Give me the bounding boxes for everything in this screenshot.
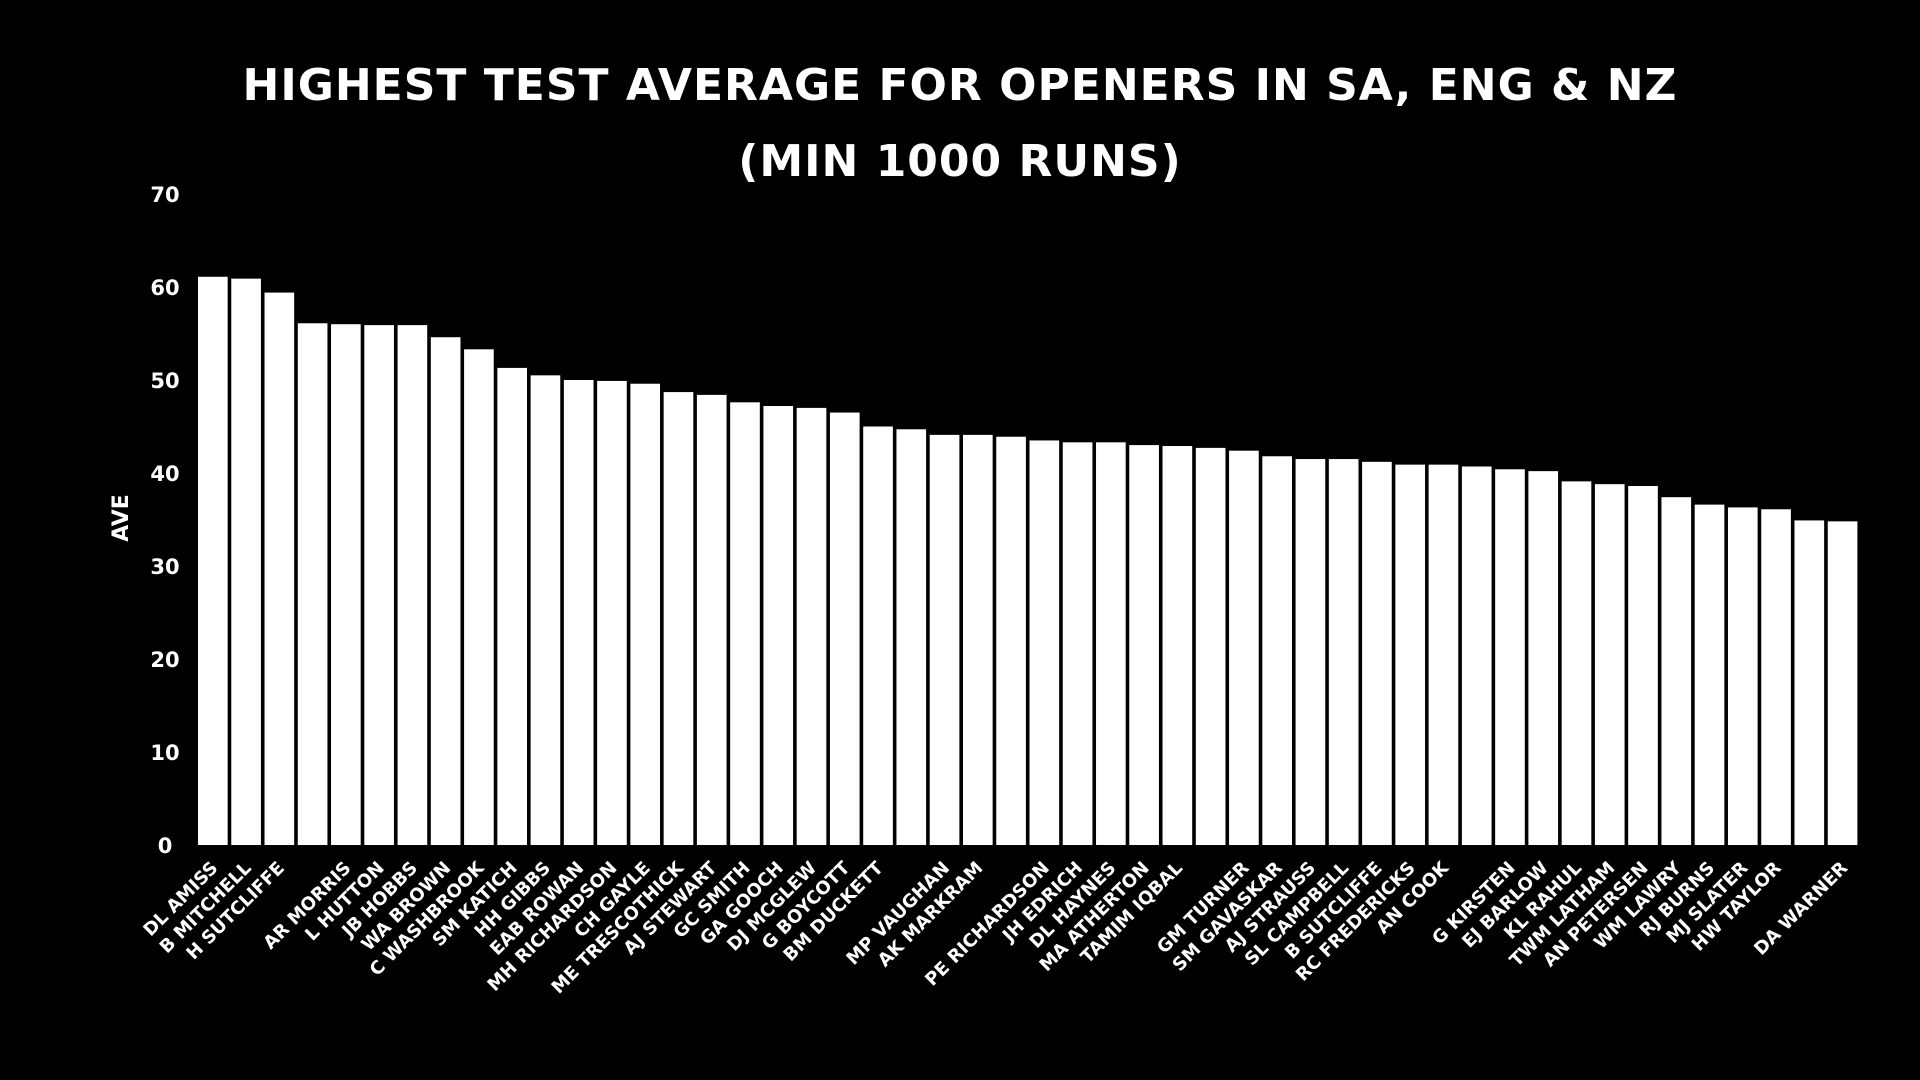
y-tick-label: 30 (150, 555, 179, 579)
bar (1661, 497, 1692, 845)
bar (264, 292, 295, 846)
bar (1761, 509, 1791, 845)
bar (730, 402, 760, 845)
bar (1096, 442, 1126, 845)
chart-subtitle-line: (MIN 1000 RUNS) (738, 136, 1182, 187)
bar (1029, 440, 1060, 845)
bar (1062, 442, 1093, 845)
bar (331, 324, 361, 845)
bar (597, 380, 627, 845)
y-tick-label: 60 (150, 276, 179, 300)
bar (630, 383, 661, 845)
bar (863, 426, 893, 845)
bar (1528, 471, 1559, 845)
bar (1827, 521, 1858, 845)
y-tick-label: 50 (150, 369, 179, 393)
bar (1561, 481, 1592, 845)
bar (297, 323, 328, 845)
bar (563, 380, 594, 845)
bar (1727, 507, 1758, 845)
bar (530, 375, 561, 845)
bar (1428, 464, 1459, 845)
bar (397, 325, 428, 845)
bar (1295, 459, 1326, 845)
bar (763, 406, 794, 845)
bar (829, 412, 860, 845)
bar (1594, 484, 1625, 845)
bar (1362, 461, 1392, 845)
bar (198, 276, 228, 845)
bar (962, 434, 993, 845)
bar (1694, 504, 1725, 845)
bar (929, 434, 960, 845)
bar (1262, 456, 1292, 845)
bar (430, 337, 461, 845)
bar (1328, 459, 1359, 845)
bar (1461, 466, 1492, 845)
bar (696, 394, 727, 845)
bar (796, 407, 827, 845)
chart-title: HIGHEST TEST AVERAGE FOR OPENERS IN SA, … (0, 48, 1920, 200)
bar (1628, 486, 1658, 845)
y-axis-ticks: 0 10 20 30 40 50 60 70 (150, 183, 179, 858)
bar (896, 429, 927, 845)
bar (996, 436, 1026, 845)
y-tick-label: 10 (150, 741, 179, 765)
bar (1129, 445, 1159, 845)
bar (663, 392, 694, 845)
bar (1495, 469, 1525, 845)
bar (464, 349, 494, 845)
bar (1794, 520, 1825, 845)
y-tick-label: 70 (150, 183, 179, 207)
bar (1195, 447, 1226, 845)
bar (1395, 464, 1426, 845)
chart-title-line: HIGHEST TEST AVERAGE FOR OPENERS IN SA, … (242, 60, 1678, 111)
bar (1162, 446, 1193, 845)
bar (231, 278, 261, 845)
bar (497, 367, 527, 845)
y-axis-label: AVE (109, 494, 134, 542)
bar (364, 325, 394, 845)
bars-layer (198, 276, 1858, 846)
y-tick-label: 0 (158, 834, 173, 858)
y-tick-label: 40 (150, 462, 179, 486)
bar (1229, 450, 1259, 845)
y-tick-label: 20 (150, 648, 179, 672)
